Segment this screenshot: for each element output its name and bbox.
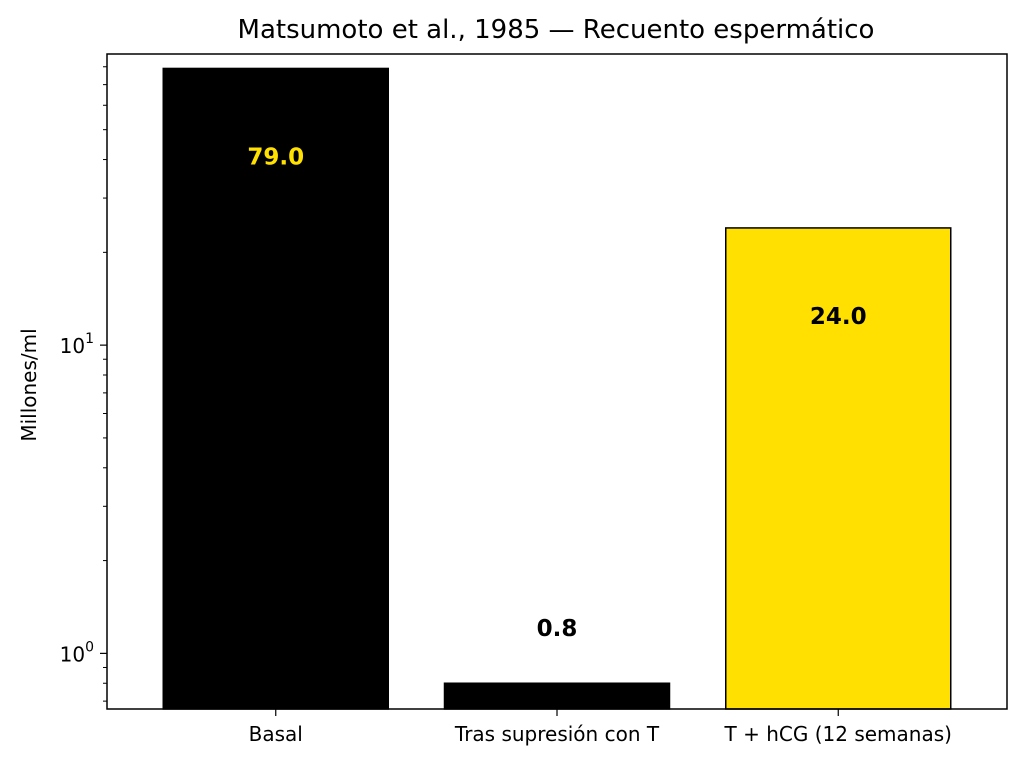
bars-group (162, 67, 952, 710)
x-ticks: Basal Tras supresión con T T + hCG (12 sem… (249, 709, 952, 746)
data-labels: 79.0 0.8 24.0 (247, 144, 866, 642)
data-label-0: 79.0 (247, 144, 304, 170)
y-tick-label-1: 101 (60, 331, 94, 358)
y-axis-label: Millones/ml (17, 328, 41, 441)
x-tick-label-0: Basal (249, 722, 303, 746)
chart-title: Matsumoto et al., 1985 — Recuento esperm… (238, 15, 875, 45)
plot-area-frame (106, 53, 1008, 710)
bar-0 (162, 67, 389, 710)
x-tick-label-1: Tras supresión con T (454, 722, 660, 746)
data-label-1: 0.8 (537, 616, 578, 642)
y-tick-label-0: 100 (60, 639, 94, 666)
bar-1 (443, 682, 671, 710)
bar-2 (725, 227, 952, 710)
data-label-2: 24.0 (810, 304, 867, 330)
x-tick-label-2: T + hCG (12 semanas) (724, 722, 952, 746)
y-major-ticks: 100 101 (60, 331, 107, 666)
